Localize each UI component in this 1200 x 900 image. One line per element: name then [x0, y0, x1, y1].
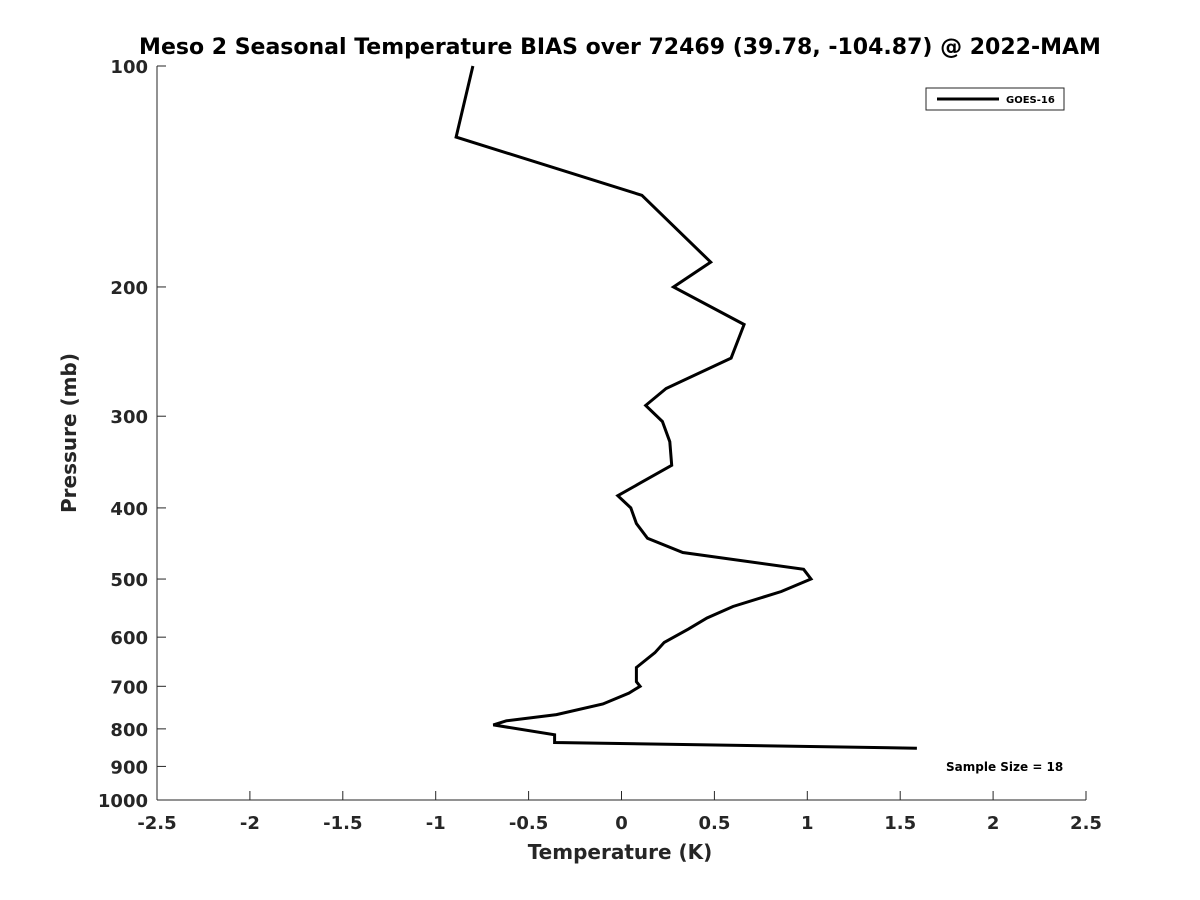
y-tick-label: 100	[110, 57, 148, 78]
y-tick-label: 400	[110, 499, 148, 520]
x-tick-label: 1	[801, 813, 814, 834]
y-axis-label: Pressure (mb)	[57, 353, 81, 513]
y-tick-label: 700	[110, 677, 148, 698]
x-axis-ticks: -2.5 -2 -1.5 -1 -0.5 0 0.5 1 1.5 2 2.5	[137, 791, 1102, 834]
sample-size-annotation: Sample Size = 18	[946, 760, 1063, 774]
x-tick-label: 0	[615, 813, 628, 834]
y-tick-label: 200	[110, 278, 148, 299]
y-axis-ticks: 100 200 300 400 500 600 700 800 900 1000	[98, 57, 166, 812]
x-tick-label: -2	[240, 813, 260, 834]
y-tick-label: 900	[110, 757, 148, 778]
x-tick-label: 0.5	[698, 813, 730, 834]
series-line-goes16	[454, 65, 917, 750]
chart-title: Meso 2 Seasonal Temperature BIAS over 72…	[139, 35, 1101, 60]
x-tick-label: 1.5	[884, 813, 916, 834]
x-tick-label: 2	[987, 813, 1000, 834]
legend-label-goes16: GOES-16	[1006, 95, 1055, 106]
y-tick-label: 500	[110, 570, 148, 591]
x-tick-label: -1	[426, 813, 446, 834]
x-tick-label: 2.5	[1070, 813, 1102, 834]
y-tick-label: 300	[110, 407, 148, 428]
x-tick-label: -1.5	[323, 813, 362, 834]
x-axis-label: Temperature (K)	[528, 840, 713, 864]
y-tick-label: 800	[110, 720, 148, 741]
x-tick-label: -2.5	[137, 813, 176, 834]
y-tick-label: 600	[110, 628, 148, 649]
y-tick-label: 1000	[98, 791, 148, 812]
x-tick-label: -0.5	[509, 813, 548, 834]
legend: GOES-16	[925, 87, 1065, 111]
